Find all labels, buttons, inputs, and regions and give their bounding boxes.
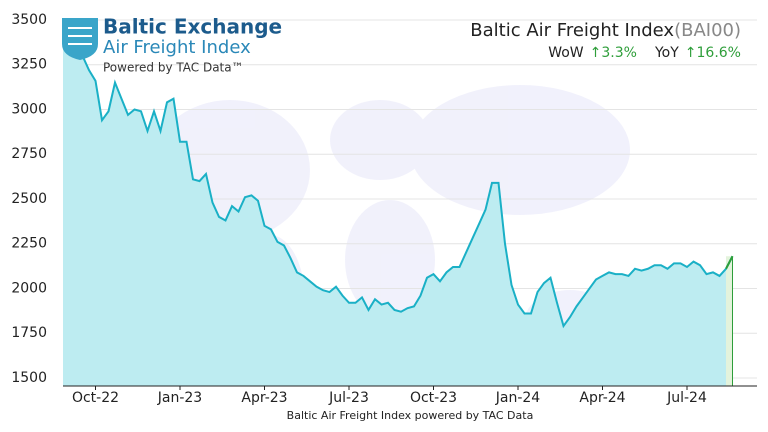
latest-highlight — [726, 256, 733, 386]
y-tick-label: 3000 — [11, 101, 47, 117]
title-line: Baltic Air Freight Index(BAI00) — [470, 20, 741, 41]
logo-lines — [68, 27, 92, 45]
y-tick-label: 3500 — [11, 12, 47, 28]
y-tick-label: 2750 — [11, 146, 47, 162]
x-tick-label: Jul-24 — [666, 390, 707, 406]
logo-shield — [62, 18, 98, 60]
latest-segment — [725, 255, 734, 270]
stat-value: ↑16.6% — [685, 45, 741, 61]
stat-label: WoW — [548, 45, 584, 61]
y-tick-label: 2000 — [11, 280, 47, 296]
logo-powered: Powered by TAC Data™ — [103, 61, 244, 75]
stats-line: WoW ↑3.3% YoY ↑16.6% — [548, 45, 741, 61]
line — [62, 22, 734, 329]
y-tick-label: 3250 — [11, 57, 47, 73]
x-tick-label: Jul-23 — [328, 390, 369, 406]
y-tick-label: 1500 — [11, 370, 47, 386]
logo-name: Baltic Exchange — [103, 15, 282, 39]
chart-title: Baltic Air Freight Index — [470, 20, 674, 41]
stat-value: ↑3.3% — [590, 45, 637, 61]
logo-product: Air Freight Index — [103, 37, 251, 58]
x-tick-label: Apr-24 — [579, 390, 625, 406]
y-tick-label: 1750 — [11, 325, 47, 341]
area — [63, 23, 733, 386]
logo: Baltic Exchange Air Freight Index Powere… — [62, 15, 282, 75]
x-tick-label: Apr-23 — [241, 390, 287, 406]
y-tick-label: 2250 — [11, 236, 47, 252]
x-tick-label: Jan-23 — [157, 390, 202, 406]
x-tick-label: Oct-23 — [410, 390, 457, 406]
x-axis-label: Baltic Air Freight Index powered by TAC … — [287, 409, 534, 422]
y-tick-label: 2500 — [11, 191, 47, 207]
stat-label: YoY — [654, 45, 679, 61]
chart-code: (BAI00) — [674, 20, 741, 41]
x-tick-label: Oct-22 — [72, 390, 119, 406]
x-tick-label: Jan-24 — [495, 390, 541, 406]
